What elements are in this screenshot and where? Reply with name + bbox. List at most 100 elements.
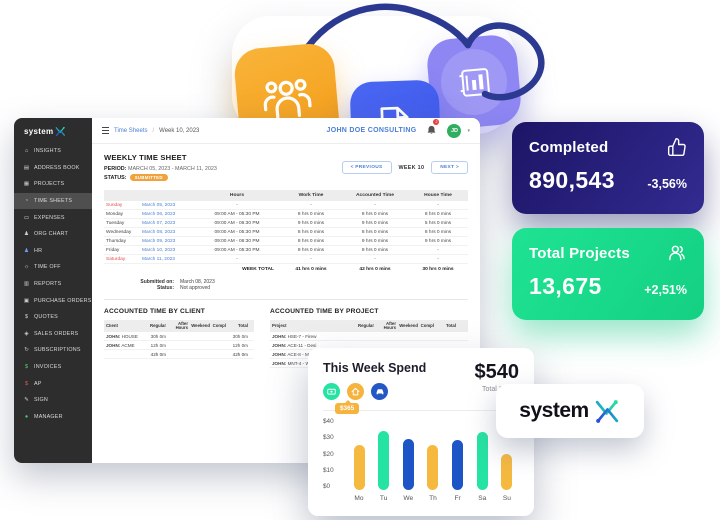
- approval-status-value: Not approved: [180, 285, 211, 292]
- status-line: STATUS: SUBMITTED: [104, 174, 468, 182]
- project-owner-link[interactable]: JOHN:: [272, 351, 287, 357]
- submission-info: Submitted on: March 08, 2023 Status: Not a…: [104, 279, 468, 291]
- project-owner-link[interactable]: JOHN:: [272, 360, 287, 366]
- table-row: Wednesday March 08, 2023 09:00 AM - 05:3…: [104, 228, 468, 238]
- table-row: Saturday March 11, 2023 - - - -: [104, 255, 468, 265]
- sales-orders-icon: ◈: [24, 330, 29, 337]
- completed-change: -3,56%: [647, 177, 687, 191]
- subscriptions-icon: ↻: [24, 347, 29, 354]
- week-total-label: WEEK TOTAL: [242, 267, 274, 273]
- client-total-row: 42h 0m 42h 0m: [104, 350, 254, 360]
- bell-icon: [428, 125, 436, 134]
- sidebar-item-sign[interactable]: ✎ SIGN: [24, 397, 48, 404]
- sidebar-item-purchase-orders[interactable]: ▣ PURCHASE ORDERS: [23, 297, 92, 304]
- projects-value: 13,675: [529, 273, 602, 299]
- purchase-orders-icon: ▣: [23, 297, 30, 304]
- manager-icon: ●: [24, 413, 29, 420]
- project-owner-link[interactable]: JOHN:: [272, 333, 287, 339]
- status-badge: SUBMITTED: [129, 174, 168, 182]
- thumbs-up-icon: [667, 137, 686, 157]
- table-row: Thursday March 09, 2023 09:00 AM - 06:30…: [104, 237, 468, 247]
- client-owner-link[interactable]: JOHN:: [106, 342, 121, 348]
- previous-week-button[interactable]: < PREVIOUS: [341, 161, 392, 174]
- sidebar-item-invoices[interactable]: $ INVOICES: [24, 364, 62, 371]
- sign-icon: ✎: [24, 397, 29, 404]
- brand-name: system: [519, 399, 589, 422]
- cash-category-button[interactable]: [323, 383, 340, 400]
- client-table-header: Client Regular After Hours Weekend Compl…: [104, 320, 254, 333]
- completed-stat-card: Completed 890,543 -3,56%: [512, 122, 704, 214]
- team-app-card[interactable]: [232, 41, 342, 155]
- expenses-icon: ▭: [23, 214, 30, 221]
- sidebar-item-manager[interactable]: ● MANAGER: [24, 413, 63, 420]
- page-title: WEEKLY TIME SHEET: [104, 153, 187, 162]
- sidebar-item-expenses[interactable]: ▭ EXPENSES: [23, 214, 65, 221]
- bar-su[interactable]: [501, 454, 513, 490]
- table-header-row: Hours Work Time Accounted Time House Tim…: [104, 190, 468, 202]
- logo-text: system: [24, 127, 54, 136]
- client-section-title: ACCOUNTED TIME BY CLIENT: [104, 308, 206, 316]
- bar-th[interactable]: [427, 445, 439, 490]
- sidebar-item-ap[interactable]: $ AP: [24, 380, 42, 387]
- sidebar-item-hr[interactable]: ♟ HR: [24, 247, 43, 254]
- client-row: JOHN: HOUSE 30h 0m 30h 0m: [104, 332, 254, 342]
- completed-title: Completed: [529, 138, 609, 156]
- submitted-on-label: Submitted on:: [140, 279, 174, 286]
- sidebar-item-projects[interactable]: ▦ PROJECTS: [23, 181, 65, 188]
- sidebar-item-sales-orders[interactable]: ◈ SALES ORDERS: [24, 330, 79, 337]
- period-value: MARCH 05, 2023 - MARCH 11, 2023: [127, 165, 217, 172]
- sidebar-item-time-off[interactable]: ☼ TIME OFF: [23, 264, 61, 271]
- sidebar-item-insights[interactable]: ⌂ INSIGHTS: [24, 148, 62, 155]
- sidebar-logo[interactable]: system: [14, 118, 92, 143]
- sidebar-item-reports[interactable]: ▥ REPORTS: [23, 281, 62, 288]
- total-spend-value: $540: [474, 361, 520, 383]
- sidebar-item-org-chart[interactable]: ♟ ORG CHART: [24, 231, 69, 238]
- period-label: PERIOD:: [104, 165, 127, 172]
- project-owner-link[interactable]: JOHN:: [272, 342, 287, 348]
- client-table: Client Regular After Hours Weekend Compl…: [104, 320, 254, 360]
- bar-we[interactable]: [402, 439, 414, 490]
- table-row: Tuesday March 07, 2023 09:00 AM - 06:30 …: [104, 219, 468, 229]
- bar-sa[interactable]: [476, 432, 488, 490]
- status-label: STATUS:: [104, 174, 127, 181]
- home-category-button[interactable]: [347, 383, 364, 400]
- projects-change: +2,51%: [644, 283, 687, 297]
- client-row: JOHN: ACME 12h 0m 12h 0m: [104, 341, 254, 351]
- users-icon: [669, 245, 685, 261]
- breadcrumb-separator: /: [152, 127, 155, 134]
- bar-mo[interactable]: [353, 445, 365, 490]
- notifications-button[interactable]: 2: [427, 118, 440, 140]
- car-category-button[interactable]: [371, 383, 388, 400]
- table-row: Friday March 10, 2023 09:00 AM - 05:30 P…: [104, 246, 468, 256]
- chart-app-card[interactable]: [425, 33, 523, 131]
- brand-x-icon: [595, 399, 618, 423]
- main-panel: Time Sheets / Week 10, 2023 JOHN DOE CON…: [92, 118, 480, 463]
- sidebar-item-time-sheets[interactable]: ◔ TIME SHEETS: [14, 192, 92, 210]
- timesheet-content: WEEKLY TIME SHEET PERIOD: MARCH 05, 2023…: [92, 144, 480, 369]
- bar-fr[interactable]: [452, 440, 464, 490]
- project-table-header: Project Regular After Hours Weekend Comp…: [270, 320, 468, 333]
- hamburger-menu-icon[interactable]: [102, 127, 109, 134]
- spend-bar-chart: $40 $30 $20 $10 $0 Mo Tu: [323, 418, 519, 502]
- cash-icon: [327, 388, 336, 395]
- invoices-icon: $: [24, 364, 29, 371]
- week-total-row: WEEK TOTAL 41 hrs 0 mins 42 hrs 0 mins 3…: [104, 264, 468, 275]
- breadcrumb-link[interactable]: Time Sheets: [114, 127, 148, 134]
- spend-divider: [323, 410, 519, 411]
- sidebar-item-address-book[interactable]: ▤ ADDRESS BOOK: [23, 164, 80, 171]
- breadcrumb-current: Week 10, 2023: [159, 127, 200, 134]
- completed-value: 890,543: [529, 167, 615, 193]
- next-week-button[interactable]: NEXT >: [431, 161, 468, 174]
- category-tooltip: $365: [335, 400, 360, 414]
- car-icon: [376, 389, 383, 395]
- sidebar-item-quotes[interactable]: $ QUOTES: [24, 314, 58, 321]
- sidebar-item-subscriptions[interactable]: ↻ SUBSCRIPTIONS: [24, 347, 81, 354]
- time-off-icon: ☼: [23, 264, 30, 271]
- insights-icon: ⌂: [24, 148, 29, 155]
- client-owner-link[interactable]: JOHN:: [106, 333, 121, 339]
- projects-icon: ▦: [23, 181, 30, 188]
- avatar[interactable]: JD: [447, 123, 462, 138]
- avatar-caret-icon: ▾: [467, 127, 470, 134]
- bar-tu[interactable]: [378, 431, 390, 490]
